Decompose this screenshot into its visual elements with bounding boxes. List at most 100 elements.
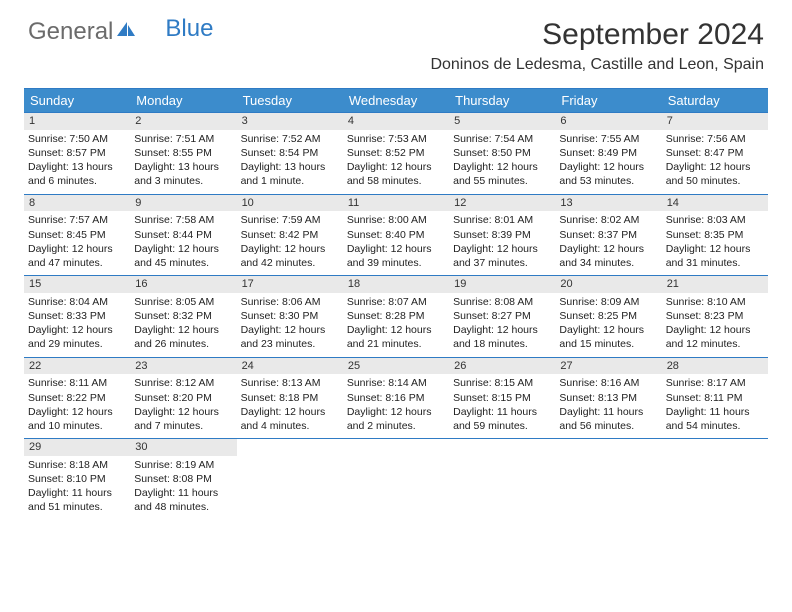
day-cell: 5Sunrise: 7:54 AMSunset: 8:50 PMDaylight…	[449, 113, 555, 194]
sunrise-text: Sunrise: 8:05 AM	[134, 295, 232, 309]
day-cell: 26Sunrise: 8:15 AMSunset: 8:15 PMDayligh…	[449, 358, 555, 439]
weekday-header: Sunday	[24, 89, 130, 112]
day-number: 21	[662, 276, 768, 293]
sunrise-text: Sunrise: 7:59 AM	[241, 213, 339, 227]
day-cell: 22Sunrise: 8:11 AMSunset: 8:22 PMDayligh…	[24, 358, 130, 439]
daylight-text: and 31 minutes.	[666, 256, 764, 270]
sunset-text: Sunset: 8:27 PM	[453, 309, 551, 323]
sunset-text: Sunset: 8:33 PM	[28, 309, 126, 323]
daylight-text: Daylight: 12 hours	[134, 323, 232, 337]
daylight-text: and 26 minutes.	[134, 337, 232, 351]
day-cell: 1Sunrise: 7:50 AMSunset: 8:57 PMDaylight…	[24, 113, 130, 194]
daylight-text: Daylight: 12 hours	[241, 242, 339, 256]
day-cell: 9Sunrise: 7:58 AMSunset: 8:44 PMDaylight…	[130, 195, 236, 276]
daylight-text: and 59 minutes.	[453, 419, 551, 433]
sunrise-text: Sunrise: 7:56 AM	[666, 132, 764, 146]
day-cell: 6Sunrise: 7:55 AMSunset: 8:49 PMDaylight…	[555, 113, 661, 194]
sunrise-text: Sunrise: 8:18 AM	[28, 458, 126, 472]
sunset-text: Sunset: 8:32 PM	[134, 309, 232, 323]
day-number: 24	[237, 358, 343, 375]
daylight-text: and 48 minutes.	[134, 500, 232, 514]
sunrise-text: Sunrise: 8:14 AM	[347, 376, 445, 390]
weekday-header-row: SundayMondayTuesdayWednesdayThursdayFrid…	[24, 89, 768, 112]
day-number: 30	[130, 439, 236, 456]
sunset-text: Sunset: 8:45 PM	[28, 228, 126, 242]
sunset-text: Sunset: 8:23 PM	[666, 309, 764, 323]
day-cell: 23Sunrise: 8:12 AMSunset: 8:20 PMDayligh…	[130, 358, 236, 439]
week-row: 15Sunrise: 8:04 AMSunset: 8:33 PMDayligh…	[24, 275, 768, 357]
day-cell: 18Sunrise: 8:07 AMSunset: 8:28 PMDayligh…	[343, 276, 449, 357]
day-number: 8	[24, 195, 130, 212]
sunset-text: Sunset: 8:08 PM	[134, 472, 232, 486]
weekday-header: Thursday	[449, 89, 555, 112]
daylight-text: and 39 minutes.	[347, 256, 445, 270]
sunrise-text: Sunrise: 8:02 AM	[559, 213, 657, 227]
sunrise-text: Sunrise: 8:04 AM	[28, 295, 126, 309]
week-row: 8Sunrise: 7:57 AMSunset: 8:45 PMDaylight…	[24, 194, 768, 276]
weekday-header: Friday	[555, 89, 661, 112]
day-number: 28	[662, 358, 768, 375]
daylight-text: and 7 minutes.	[134, 419, 232, 433]
daylight-text: Daylight: 12 hours	[28, 405, 126, 419]
sunrise-text: Sunrise: 8:06 AM	[241, 295, 339, 309]
sunset-text: Sunset: 8:25 PM	[559, 309, 657, 323]
daylight-text: Daylight: 12 hours	[347, 405, 445, 419]
daylight-text: and 29 minutes.	[28, 337, 126, 351]
day-cell: 17Sunrise: 8:06 AMSunset: 8:30 PMDayligh…	[237, 276, 343, 357]
location-label: Doninos de Ledesma, Castille and Leon, S…	[430, 56, 764, 74]
daylight-text: Daylight: 12 hours	[241, 405, 339, 419]
day-number: 9	[130, 195, 236, 212]
sunrise-text: Sunrise: 7:53 AM	[347, 132, 445, 146]
daylight-text: and 58 minutes.	[347, 174, 445, 188]
day-cell: 29Sunrise: 8:18 AMSunset: 8:10 PMDayligh…	[24, 439, 130, 520]
week-row: 29Sunrise: 8:18 AMSunset: 8:10 PMDayligh…	[24, 438, 768, 520]
day-cell: 13Sunrise: 8:02 AMSunset: 8:37 PMDayligh…	[555, 195, 661, 276]
daylight-text: Daylight: 11 hours	[28, 486, 126, 500]
day-number: 2	[130, 113, 236, 130]
daylight-text: and 50 minutes.	[666, 174, 764, 188]
page-header: General Blue September 2024 Doninos de L…	[0, 0, 792, 80]
sunrise-text: Sunrise: 8:07 AM	[347, 295, 445, 309]
sunset-text: Sunset: 8:37 PM	[559, 228, 657, 242]
sunset-text: Sunset: 8:22 PM	[28, 391, 126, 405]
sunset-text: Sunset: 8:55 PM	[134, 146, 232, 160]
daylight-text: Daylight: 12 hours	[28, 323, 126, 337]
sunset-text: Sunset: 8:30 PM	[241, 309, 339, 323]
daylight-text: Daylight: 12 hours	[347, 160, 445, 174]
daylight-text: and 54 minutes.	[666, 419, 764, 433]
day-number: 7	[662, 113, 768, 130]
sunrise-text: Sunrise: 7:58 AM	[134, 213, 232, 227]
weekday-header: Monday	[130, 89, 236, 112]
sunrise-text: Sunrise: 8:16 AM	[559, 376, 657, 390]
day-cell: 14Sunrise: 8:03 AMSunset: 8:35 PMDayligh…	[662, 195, 768, 276]
sunset-text: Sunset: 8:40 PM	[347, 228, 445, 242]
day-number: 22	[24, 358, 130, 375]
sunrise-text: Sunrise: 8:01 AM	[453, 213, 551, 227]
sunrise-text: Sunrise: 8:08 AM	[453, 295, 551, 309]
daylight-text: Daylight: 11 hours	[453, 405, 551, 419]
week-row: 22Sunrise: 8:11 AMSunset: 8:22 PMDayligh…	[24, 357, 768, 439]
sunset-text: Sunset: 8:49 PM	[559, 146, 657, 160]
day-number: 18	[343, 276, 449, 293]
logo-text-blue: Blue	[165, 15, 213, 43]
sunrise-text: Sunrise: 7:54 AM	[453, 132, 551, 146]
logo: General Blue	[28, 18, 213, 46]
daylight-text: Daylight: 11 hours	[666, 405, 764, 419]
day-number: 27	[555, 358, 661, 375]
daylight-text: Daylight: 12 hours	[134, 242, 232, 256]
empty-cell	[343, 439, 449, 520]
empty-cell	[662, 439, 768, 520]
daylight-text: Daylight: 13 hours	[28, 160, 126, 174]
daylight-text: Daylight: 12 hours	[453, 160, 551, 174]
day-cell: 3Sunrise: 7:52 AMSunset: 8:54 PMDaylight…	[237, 113, 343, 194]
day-number: 12	[449, 195, 555, 212]
daylight-text: Daylight: 12 hours	[559, 160, 657, 174]
day-number: 4	[343, 113, 449, 130]
daylight-text: and 15 minutes.	[559, 337, 657, 351]
day-number: 5	[449, 113, 555, 130]
day-number: 3	[237, 113, 343, 130]
sunrise-text: Sunrise: 8:03 AM	[666, 213, 764, 227]
day-cell: 15Sunrise: 8:04 AMSunset: 8:33 PMDayligh…	[24, 276, 130, 357]
daylight-text: Daylight: 11 hours	[134, 486, 232, 500]
daylight-text: and 21 minutes.	[347, 337, 445, 351]
